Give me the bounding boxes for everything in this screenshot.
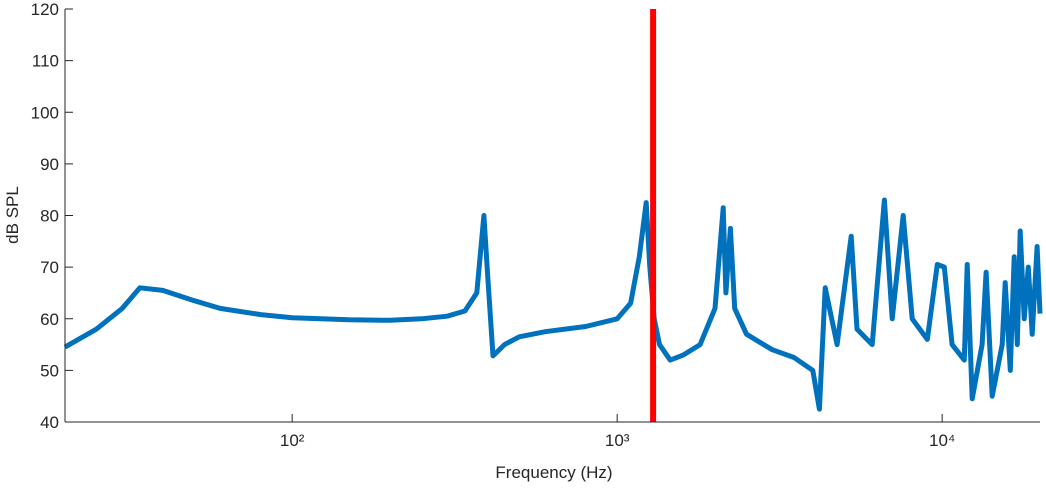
x-tick-label: 10² xyxy=(280,431,305,450)
y-tick-label: 100 xyxy=(31,103,59,122)
y-tick-label: 40 xyxy=(40,413,59,432)
y-tick-label: 60 xyxy=(40,310,59,329)
y-axis-label: dB SPL xyxy=(3,186,22,244)
y-tick-label: 70 xyxy=(40,258,59,277)
y-tick-label: 80 xyxy=(40,207,59,226)
x-tick-label: 10⁴ xyxy=(929,431,955,450)
x-axis-label: Frequency (Hz) xyxy=(495,463,612,482)
y-tick-label: 110 xyxy=(32,52,59,71)
y-tick-label: 50 xyxy=(40,361,59,380)
y-tick-label: 90 xyxy=(40,155,59,174)
x-tick-label: 10³ xyxy=(605,431,630,450)
data-line xyxy=(63,197,1043,412)
y-tick-label: 120 xyxy=(31,0,59,19)
